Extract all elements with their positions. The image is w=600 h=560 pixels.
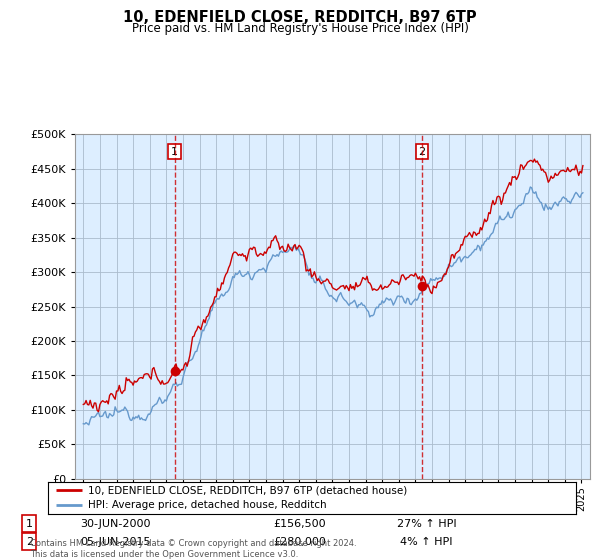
Text: HPI: Average price, detached house, Redditch: HPI: Average price, detached house, Redd… bbox=[88, 500, 326, 510]
Text: 30-JUN-2000: 30-JUN-2000 bbox=[80, 519, 151, 529]
Text: 2: 2 bbox=[26, 536, 33, 547]
Text: 05-JUN-2015: 05-JUN-2015 bbox=[80, 536, 151, 547]
Text: Contains HM Land Registry data © Crown copyright and database right 2024.
This d: Contains HM Land Registry data © Crown c… bbox=[30, 539, 356, 559]
Text: 10, EDENFIELD CLOSE, REDDITCH, B97 6TP (detached house): 10, EDENFIELD CLOSE, REDDITCH, B97 6TP (… bbox=[88, 486, 407, 496]
Text: 2: 2 bbox=[419, 147, 425, 157]
Text: 4% ↑ HPI: 4% ↑ HPI bbox=[400, 536, 453, 547]
Text: Price paid vs. HM Land Registry's House Price Index (HPI): Price paid vs. HM Land Registry's House … bbox=[131, 22, 469, 35]
Text: 10, EDENFIELD CLOSE, REDDITCH, B97 6TP: 10, EDENFIELD CLOSE, REDDITCH, B97 6TP bbox=[123, 10, 477, 25]
Text: £156,500: £156,500 bbox=[274, 519, 326, 529]
Text: £280,000: £280,000 bbox=[274, 536, 326, 547]
Text: 27% ↑ HPI: 27% ↑ HPI bbox=[397, 519, 457, 529]
Text: 1: 1 bbox=[171, 147, 178, 157]
Text: 1: 1 bbox=[26, 519, 33, 529]
